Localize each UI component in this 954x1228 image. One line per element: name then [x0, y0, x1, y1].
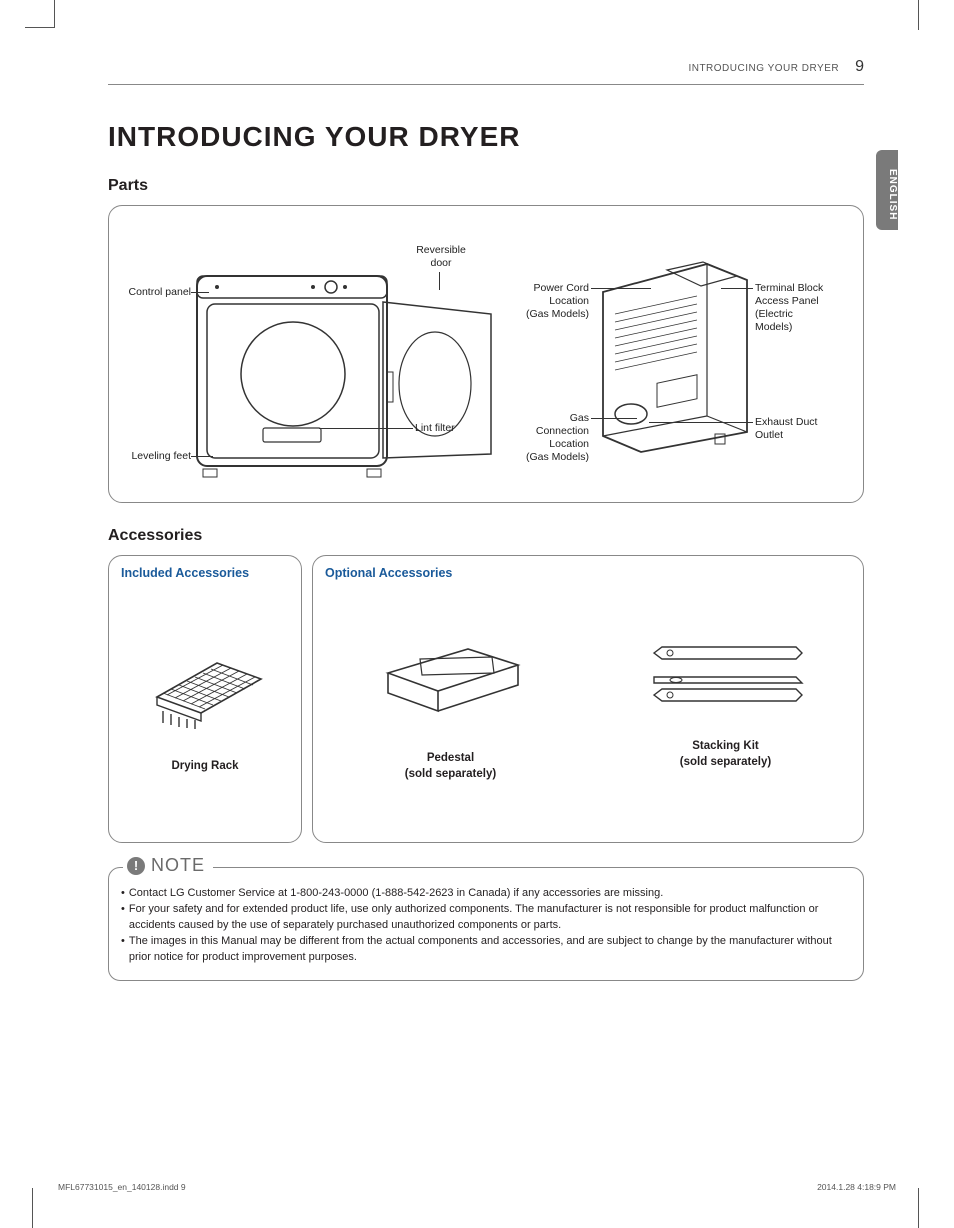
parts-diagram-box: Reversible door Control panel Leveling f…: [108, 205, 864, 503]
note-bullet: •For your safety and for extended produc…: [121, 902, 851, 934]
drying-rack-label: Drying Rack: [171, 759, 238, 791]
stacking-kit-icon: [646, 639, 806, 711]
label-control-panel: Control panel: [117, 286, 191, 299]
note-head: ! NOTE: [123, 855, 213, 876]
dryer-front-illustration: [195, 272, 505, 482]
page-number: 9: [855, 58, 864, 76]
footer: MFL67731015_en_140128.indd 9 2014.1.28 4…: [58, 1182, 896, 1192]
note-bullet-text: The images in this Manual may be differe…: [129, 934, 851, 966]
drying-rack-icon: [145, 635, 265, 731]
label-lint-filter: Lint filter: [415, 422, 455, 435]
footer-right: 2014.1.28 4:18:9 PM: [817, 1182, 896, 1192]
pedestal-label: Pedestal (sold separately): [405, 751, 496, 798]
label-leveling-feet: Leveling feet: [117, 450, 191, 463]
crop-mark-bl: [32, 1188, 33, 1228]
dryer-rear-illustration: [597, 256, 757, 456]
pedestal-sub-text: (sold separately): [405, 768, 496, 780]
crop-mark-br: [918, 1188, 919, 1228]
note-bullet-text: For your safety and for extended product…: [129, 902, 851, 934]
pedestal-label-text: Pedestal: [427, 752, 474, 764]
running-head-text: INTRODUCING YOUR DRYER: [688, 63, 839, 74]
footer-left: MFL67731015_en_140128.indd 9: [58, 1182, 186, 1192]
accessory-drying-rack: Drying Rack: [109, 635, 301, 791]
accessory-pedestal: Pedestal (sold separately): [313, 627, 588, 798]
language-tab: ENGLISH: [876, 150, 898, 230]
included-accessories-title: Included Accessories: [109, 556, 301, 584]
label-exhaust-duct: Exhaust Duct Outlet: [755, 416, 835, 442]
accessory-stacking-kit: Stacking Kit (sold separately): [588, 639, 863, 786]
running-head: INTRODUCING YOUR DRYER 9: [108, 58, 864, 85]
page-title: INTRODUCING YOUR DRYER: [108, 121, 864, 153]
section-accessories-heading: Accessories: [108, 527, 864, 545]
crop-mark-tl: [25, 0, 55, 28]
note-bullet: •The images in this Manual may be differ…: [121, 934, 851, 966]
stacking-kit-label-text: Stacking Kit: [692, 740, 758, 752]
note-bullet: •Contact LG Customer Service at 1-800-24…: [121, 886, 851, 902]
label-terminal-block: Terminal Block Access Panel (Electric Mo…: [755, 282, 845, 335]
optional-accessories-title: Optional Accessories: [313, 556, 863, 584]
pedestal-icon: [376, 627, 526, 723]
section-parts-heading: Parts: [108, 177, 864, 195]
note-title: NOTE: [151, 855, 205, 876]
included-accessories-box: Included Accessories: [108, 555, 302, 843]
note-list: •Contact LG Customer Service at 1-800-24…: [121, 880, 851, 966]
accessories-row: Included Accessories: [108, 555, 864, 843]
label-gas-connection: Gas Connection Location (Gas Models): [507, 412, 589, 465]
note-bullet-text: Contact LG Customer Service at 1-800-243…: [129, 886, 663, 902]
optional-accessories-box: Optional Accessories Pedestal (sold sepa…: [312, 555, 864, 843]
stacking-kit-label: Stacking Kit (sold separately): [680, 739, 771, 786]
label-power-cord: Power Cord Location (Gas Models): [513, 282, 589, 321]
note-icon: !: [127, 857, 145, 875]
stacking-kit-sub-text: (sold separately): [680, 756, 771, 768]
note-box: ! NOTE •Contact LG Customer Service at 1…: [108, 867, 864, 981]
crop-mark-tr: [918, 0, 919, 30]
page-content: INTRODUCING YOUR DRYER 9 INTRODUCING YOU…: [108, 58, 864, 981]
label-reversible-door: Reversible door: [411, 244, 471, 270]
